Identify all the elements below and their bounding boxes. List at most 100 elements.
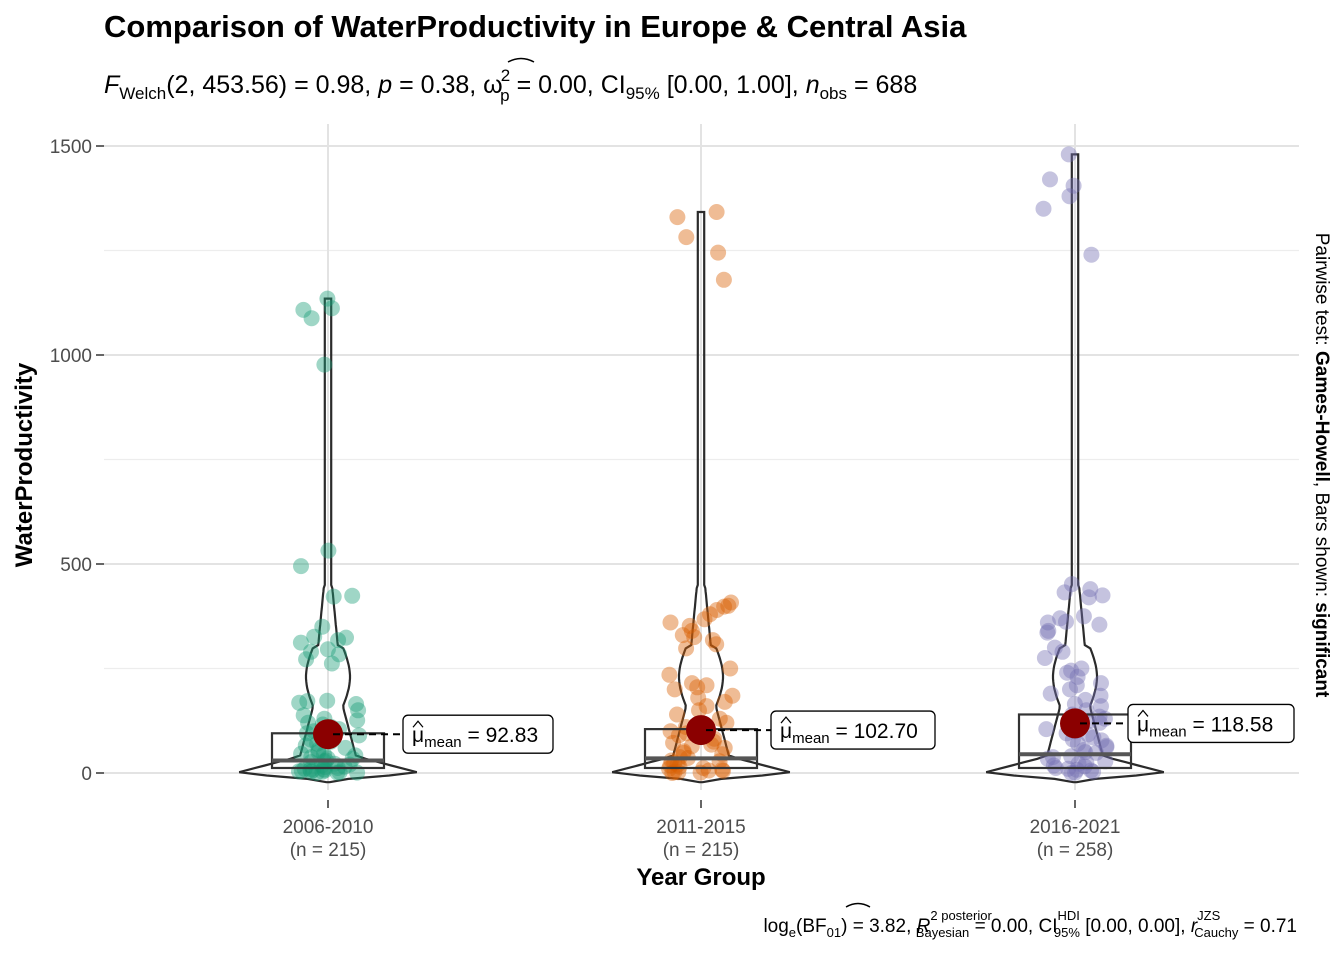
data-point [1078,754,1095,771]
data-point [316,761,333,778]
x-tick-label: 2006-2010 [283,817,374,838]
data-point [669,706,685,723]
data-point [291,694,308,711]
mean-label-value: = 102.70 [830,720,918,743]
violin-layer [238,153,1165,784]
y-tick-label: 1000 [50,346,92,367]
data-point [300,714,317,731]
data-point [303,763,320,780]
data-point [316,762,333,779]
data-point [683,622,700,639]
violin-outline [238,297,418,784]
data-point [714,761,731,778]
data-point [1038,721,1055,738]
data-point [1083,762,1099,779]
subtitle-df: (2, 453.56) [166,71,287,99]
data-point [720,597,737,614]
x-tick-n-label: (n = 258) [1037,840,1114,861]
data-point [1080,589,1097,606]
mean-label-hat [412,720,424,728]
mean-label-symbol: μ [780,720,792,743]
data-point [675,743,692,760]
mean-label-box [770,710,936,750]
data-point [1098,737,1115,754]
mean-label-hat [1137,709,1149,717]
data-point [1093,698,1109,715]
data-point [698,698,715,715]
data-point [661,666,678,683]
mean-label-symbol: μ [1137,713,1149,736]
data-point [1045,757,1062,774]
data-point [1046,639,1063,656]
data-point [1062,681,1078,698]
data-point [293,558,309,575]
data-point [708,602,725,618]
data-point [1075,608,1092,625]
pairwise-side-label: Pairwise test: Games-Howell, Bars shown:… [1311,233,1332,698]
chart-title: Comparison of WaterProductivity in Europ… [104,9,967,44]
data-point [1052,610,1069,627]
data-point [716,739,733,756]
caption-r-sub: Bayesian [916,925,969,940]
data-point [303,310,320,327]
caption-bf: (BF [796,916,827,937]
data-point [665,734,682,751]
data-point [337,739,354,756]
data-point [1094,587,1111,604]
data-point [1060,146,1077,163]
data-point [670,727,687,744]
side-mid: , Bars shown: [1311,482,1332,597]
data-point [303,643,319,660]
data-point [1093,675,1109,692]
data-point [306,628,323,645]
data-point [1036,650,1053,666]
data-point [689,679,706,696]
data-point [319,692,336,709]
caption-r-sup: 2 posterior [930,908,992,923]
caption-bf-sub: 01 [827,925,841,940]
data-point [711,710,728,727]
data-point [295,301,312,318]
subtitle-ci-sub: 95% [626,84,660,103]
subtitle-effect-sup: 2 [501,66,510,85]
data-point [323,655,340,672]
subtitle-stat: F [104,71,121,99]
data-point [344,587,361,604]
data-point [662,757,679,774]
x-tick-n-label: (n = 215) [663,840,740,861]
data-point [1077,691,1094,708]
subtitle-effect-value: = 0.00, CI [517,71,626,99]
data-point [1073,660,1090,677]
data-point [295,707,312,724]
data-point [293,745,310,762]
data-point [671,758,688,775]
data-point [1091,708,1108,725]
violin-outline [611,210,791,784]
data-point [292,634,309,651]
subtitle-p-value: = 0.38, [399,71,476,99]
data-point [700,762,717,779]
x-axis-title: Year Group [636,864,765,891]
data-point [1061,188,1078,205]
data-point [696,611,713,628]
data-point [323,300,340,317]
caption-rc-symbol: r [1191,916,1198,937]
subtitle-p-label: p [377,71,392,99]
data-point [678,640,695,657]
data-point [350,702,367,719]
data-point [330,632,347,649]
data-point [1054,643,1071,660]
data-point [325,588,342,605]
data-point [718,714,735,731]
data-point [1059,664,1076,681]
caption-log-sub: e [789,925,796,940]
data-point [666,681,683,698]
caption-log: log [763,916,788,937]
y-tick-label: 0 [81,764,92,785]
data-point [1042,171,1058,188]
data-point [1039,624,1056,641]
mean-dot [686,715,716,746]
subtitle-n-value: = 688 [854,71,917,99]
data-point [662,614,679,631]
y-tick-label: 1500 [50,137,92,158]
